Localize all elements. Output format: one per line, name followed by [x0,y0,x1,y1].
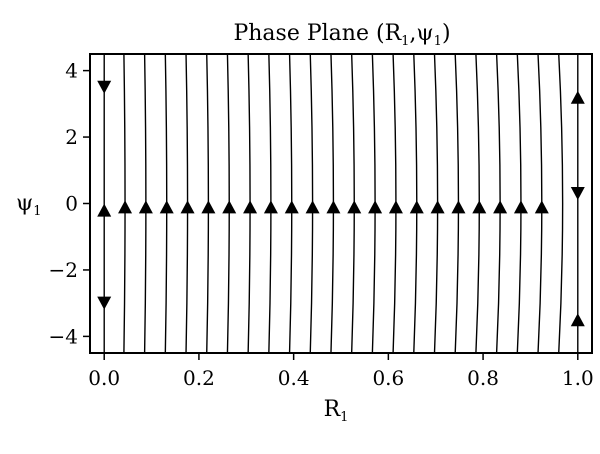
x-tick-label-2: 0.4 [278,366,310,390]
flow-arrow-4 [138,200,153,214]
chart-title-part2: ,ψ [409,21,433,46]
y-tick-label-4: 4 [65,59,78,83]
flow-arrow-21 [493,200,508,214]
y-axis-label: ψ1 [16,191,42,219]
chart-title-sub1: 1 [401,34,409,49]
plot-frame [89,53,593,354]
flow-arrow-15 [368,200,383,214]
chart-title-part3: ) [442,21,451,46]
flow-arrow-24 [570,90,585,104]
flow-arrow-14 [347,200,362,214]
chart-title-part1: Phase Plane (R [233,21,402,46]
x-tick-label-4: 0.8 [467,366,499,390]
svg-text:Phase Plane (R1,ψ1): Phase Plane (R1,ψ1) [233,21,450,49]
flow-arrow-2 [97,296,112,310]
x-tick-label-0: 0.0 [88,366,120,390]
flow-arrow-12 [305,200,320,214]
y-tick-label-1: −2 [49,258,78,282]
y-axis-ticks: −4 −2 0 2 4 [49,59,90,348]
streamline-22 [558,53,564,354]
flow-arrow-19 [451,200,466,214]
flow-arrow-10 [263,200,278,214]
x-tick-label-1: 0.2 [183,366,215,390]
chart-title-sub2: 1 [434,34,442,49]
flow-arrow-8 [222,200,237,214]
flow-arrow-25 [570,187,585,201]
y-axis-label-sub: 1 [33,204,41,219]
flow-arrow-1 [97,203,112,217]
x-axis-ticks: 0.0 0.2 0.4 0.6 0.8 1.0 [88,353,594,390]
chart-title: Phase Plane (R1,ψ1) [233,21,450,49]
x-tick-label-3: 0.6 [372,366,404,390]
x-tick-label-5: 1.0 [562,366,594,390]
flow-arrow-3 [118,200,133,214]
flow-arrow-13 [326,200,341,214]
flow-arrow-17 [409,200,424,214]
flow-arrow-0 [97,80,112,94]
flow-arrow-16 [388,200,403,214]
x-axis-label: R1 [324,397,349,425]
x-axis-label-main: R [324,397,342,422]
x-axis-label-sub: 1 [340,410,348,425]
streamlines [103,53,579,354]
flow-arrow-9 [243,200,258,214]
y-tick-label-2: 0 [65,192,78,216]
y-axis-label-main: ψ [16,191,33,216]
flow-arrow-20 [472,200,487,214]
y-tick-label-3: 2 [65,125,78,149]
flow-arrow-26 [570,313,585,327]
flow-arrow-23 [534,200,549,214]
y-tick-label-0: −4 [49,324,78,348]
flow-arrow-6 [180,200,195,214]
flow-arrow-7 [201,200,216,214]
flow-arrow-22 [513,200,528,214]
flow-arrow-5 [159,200,174,214]
flow-arrow-11 [284,200,299,214]
flow-arrow-18 [430,200,445,214]
flow-arrows [97,80,585,327]
